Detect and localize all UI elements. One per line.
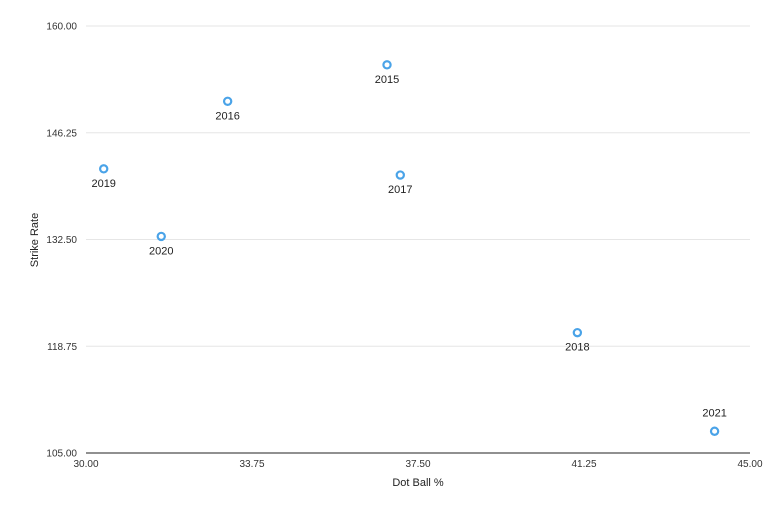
grid-lines	[86, 25, 750, 347]
scatter-point	[395, 170, 405, 180]
point-label: 2017	[388, 184, 412, 196]
x-tick-label: 37.50	[405, 459, 430, 470]
point-labels: 2015 2016 2017 2018 2019 2020 2021	[91, 74, 726, 419]
scatter-point	[572, 327, 583, 338]
point-label: 2016	[215, 110, 239, 122]
x-tick-label: 41.25	[571, 459, 596, 470]
scatter-point	[156, 231, 166, 242]
scatter-point	[222, 96, 233, 107]
data-points	[99, 60, 720, 436]
y-tick-label: 105.00	[46, 449, 77, 460]
x-axis-title: Dot Ball %	[392, 477, 444, 489]
point-label: 2018	[565, 342, 589, 354]
point-label: 2020	[149, 245, 173, 257]
x-tick-label: 33.75	[239, 459, 264, 470]
tick-labels: 105.00 118.75 132.50 146.25 160.00 30.00 33.75…	[46, 22, 763, 471]
y-tick-label: 160.00	[46, 22, 77, 33]
y-tick-label: 146.25	[46, 128, 77, 139]
y-axis-title: Strike Rate	[29, 213, 41, 267]
scatter-point	[709, 426, 720, 436]
scatter-point	[382, 60, 392, 70]
point-label: 2015	[375, 74, 399, 86]
scatter-point	[99, 164, 109, 174]
y-tick-label: 118.75	[47, 342, 77, 353]
point-label: 2021	[702, 407, 726, 419]
x-tick-label: 45.00	[737, 459, 762, 470]
y-tick-label: 132.50	[46, 235, 77, 246]
point-label: 2019	[91, 178, 115, 190]
x-tick-label: 30.00	[73, 459, 98, 470]
